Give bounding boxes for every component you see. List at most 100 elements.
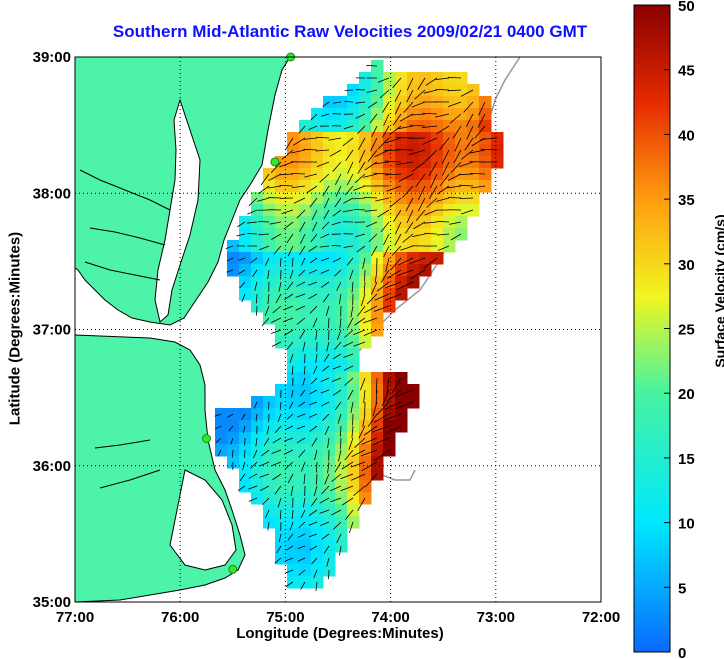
velocity-arrow [339, 425, 342, 437]
velocity-cell [239, 240, 252, 253]
velocity-cell [263, 444, 276, 457]
velocity-arrow [478, 101, 486, 116]
velocity-cell [359, 240, 372, 253]
velocity-cell [251, 192, 264, 205]
velocity-arrows [214, 65, 498, 592]
colorbar-tick-label: 5 [678, 580, 686, 597]
velocity-arrow [392, 113, 402, 126]
velocity-arrow [395, 221, 402, 235]
velocity-arrow [351, 449, 366, 457]
velocity-arrow [259, 473, 270, 478]
velocity-arrow [262, 497, 270, 506]
velocity-arrow [372, 401, 378, 417]
velocity-cell [263, 456, 276, 469]
velocity-cell [335, 240, 348, 253]
velocity-cell [383, 168, 396, 181]
velocity-cell [383, 300, 396, 313]
velocity-cell [419, 120, 432, 133]
velocity-arrow [226, 269, 234, 273]
velocity-arrow [300, 509, 306, 519]
velocity-arrow [271, 317, 282, 323]
velocity-arrow [366, 89, 378, 93]
velocity-arrow [259, 245, 270, 251]
velocity-cell [467, 84, 480, 97]
velocity-cell [299, 180, 312, 193]
velocity-arrow [297, 413, 306, 418]
velocity-arrow [321, 257, 330, 262]
pamlico-sound [169, 469, 237, 571]
velocity-cell [371, 96, 384, 109]
velocity-cell [359, 168, 372, 181]
velocity-cell [371, 324, 384, 337]
velocity-arrow [295, 293, 306, 298]
velocity-cell [395, 420, 408, 433]
velocity-cell [299, 564, 312, 577]
station-marker [202, 434, 211, 443]
velocity-cell [299, 192, 312, 205]
velocity-arrow [413, 221, 426, 230]
velocity-arrow [442, 161, 450, 176]
x-tick-label: 75:00 [266, 609, 304, 626]
velocity-cell [311, 420, 324, 433]
velocity-arrow [253, 401, 258, 409]
velocity-arrow [363, 389, 366, 403]
velocity-arrow [237, 221, 246, 228]
velocity-arrow [392, 77, 402, 89]
velocity-cell [419, 132, 432, 145]
sound-inlet [94, 439, 161, 489]
velocity-arrow [348, 521, 354, 534]
velocity-cell [335, 108, 348, 121]
velocity-cell [347, 204, 360, 217]
velocity-arrow [398, 257, 414, 266]
velocity-arrow [302, 497, 306, 508]
velocity-cell [323, 240, 336, 253]
velocity-arrow [271, 461, 282, 467]
velocity-arrow [338, 293, 342, 305]
velocity-cell [239, 480, 252, 493]
velocity-arrow [296, 437, 306, 444]
velocity-cell [299, 132, 312, 145]
velocity-arrow [328, 137, 342, 141]
velocity-arrow [286, 545, 294, 551]
velocity-arrow [316, 161, 330, 168]
velocity-cell [335, 264, 348, 277]
velocity-arrow [258, 233, 270, 236]
velocity-arrow [394, 233, 402, 246]
velocity-arrow [351, 281, 354, 293]
velocity-arrow [441, 149, 450, 164]
velocity-cell [323, 516, 336, 529]
velocity-cell [491, 156, 504, 169]
velocity-arrow [260, 485, 270, 492]
velocity-cell [383, 192, 396, 205]
velocity-cell [335, 348, 348, 361]
velocity-cell [347, 468, 360, 481]
velocity-arrow [435, 88, 450, 91]
velocity-cell [287, 576, 300, 589]
velocity-arrow [474, 125, 486, 139]
velocity-cell [299, 276, 312, 289]
colorbar-tick-label: 25 [678, 322, 695, 339]
velocity-arrow [333, 101, 342, 104]
velocity-arrow [447, 185, 462, 189]
velocity-arrow [344, 365, 354, 371]
velocity-arrow [258, 185, 270, 194]
velocity-arrow [319, 509, 330, 514]
colorbar-tick-label: 15 [678, 451, 695, 468]
velocity-cell [347, 84, 360, 97]
velocity-arrow [299, 245, 306, 256]
velocity-arrow [439, 173, 450, 187]
colorbar-tick-label: 40 [678, 127, 695, 144]
velocity-arrow [425, 77, 438, 86]
velocity-arrow [308, 281, 318, 286]
velocity-arrow [322, 293, 330, 303]
velocity-cell [383, 432, 396, 445]
velocity-arrow [369, 113, 378, 124]
velocity-arrow [309, 197, 318, 208]
velocity-arrow [332, 365, 342, 370]
velocity-cell [383, 444, 396, 457]
velocity-arrow [362, 257, 366, 269]
velocity-arrow [270, 329, 282, 334]
velocity-arrow [386, 185, 402, 192]
velocity-cell [287, 420, 300, 433]
x-axis-label: Longitude (Degrees:Minutes) [236, 625, 444, 642]
